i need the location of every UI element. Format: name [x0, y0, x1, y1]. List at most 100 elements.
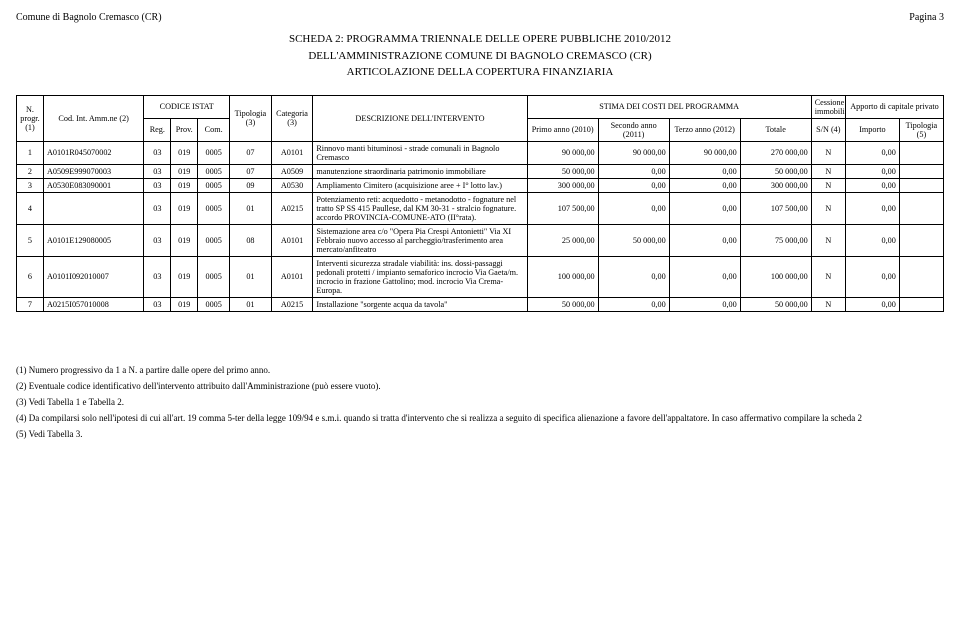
cell-cod: [43, 192, 143, 224]
cell-reg: 03: [144, 192, 171, 224]
footnote-2: (2) Eventuale codice identificativo dell…: [16, 378, 944, 394]
th-totale: Totale: [740, 118, 811, 141]
cell-2012: 90 000,00: [669, 141, 740, 164]
cell-n: 3: [17, 178, 44, 192]
title-line3: ARTICOLAZIONE DELLA COPERTURA FINANZIARI…: [16, 64, 944, 81]
table-row: 3A0530E08309000103019000509A0530Ampliame…: [17, 178, 944, 192]
cell-2011: 0,00: [598, 192, 669, 224]
cell-tip: 07: [230, 141, 272, 164]
cell-reg: 03: [144, 164, 171, 178]
cell-desc: Ampliamento Cimitero (acquisizione aree …: [313, 178, 527, 192]
table-row: 5A0101E12908000503019000508A0101Sistemaz…: [17, 224, 944, 256]
cell-com: 0005: [198, 256, 230, 297]
cell-2012: 0,00: [669, 164, 740, 178]
cell-tip: 01: [230, 256, 272, 297]
cell-cat: A0215: [271, 297, 313, 311]
cell-tip5: [899, 164, 943, 178]
table-body: 1A0101R04507000203019000507A0101Rinnovo …: [17, 141, 944, 311]
cell-desc: Interventi sicurezza stradale viabilità:…: [313, 256, 527, 297]
cell-2012: 0,00: [669, 192, 740, 224]
cell-reg: 03: [144, 297, 171, 311]
main-table: N. progr. (1) Cod. Int. Amm.ne (2) CODIC…: [16, 95, 944, 312]
cell-sn: N: [811, 297, 845, 311]
cell-cat: A0101: [271, 224, 313, 256]
cell-tip5: [899, 192, 943, 224]
table-row: 1A0101R04507000203019000507A0101Rinnovo …: [17, 141, 944, 164]
cell-tip5: [899, 297, 943, 311]
cell-n: 2: [17, 164, 44, 178]
th-sn: S/N (4): [811, 118, 845, 141]
cell-2011: 90 000,00: [598, 141, 669, 164]
cell-importo: 0,00: [845, 224, 899, 256]
cell-cat: A0215: [271, 192, 313, 224]
cell-cat: A0530: [271, 178, 313, 192]
cell-cod: A0101I092010007: [43, 256, 143, 297]
cell-totale: 270 000,00: [740, 141, 811, 164]
cell-prov: 019: [171, 178, 198, 192]
cell-importo: 0,00: [845, 256, 899, 297]
th-terzo: Terzo anno (2012): [669, 118, 740, 141]
cell-n: 4: [17, 192, 44, 224]
footnote-1: (1) Numero progressivo da 1 a N. a parti…: [16, 362, 944, 378]
title-block: SCHEDA 2: PROGRAMMA TRIENNALE DELLE OPER…: [16, 31, 944, 81]
cell-2010: 300 000,00: [527, 178, 598, 192]
cell-totale: 50 000,00: [740, 297, 811, 311]
th-tipologia5: Tipologia (5): [899, 118, 943, 141]
cell-2012: 0,00: [669, 224, 740, 256]
cell-com: 0005: [198, 141, 230, 164]
cell-com: 0005: [198, 297, 230, 311]
cell-importo: 0,00: [845, 164, 899, 178]
footnote-3: (3) Vedi Tabella 1 e Tabella 2.: [16, 394, 944, 410]
cell-cod: A0101R045070002: [43, 141, 143, 164]
cell-2011: 0,00: [598, 256, 669, 297]
cell-tip: 01: [230, 297, 272, 311]
cell-reg: 03: [144, 141, 171, 164]
th-com: Com.: [198, 118, 230, 141]
header-right: Pagina 3: [909, 12, 944, 23]
table-row: 7A0215I05701000803019000501A0215Installa…: [17, 297, 944, 311]
footnote-4: (4) Da compilarsi solo nell'ipotesi di c…: [16, 410, 944, 426]
cell-totale: 50 000,00: [740, 164, 811, 178]
cell-cat: A0101: [271, 256, 313, 297]
cell-desc: Rinnovo manti bituminosi - strade comuna…: [313, 141, 527, 164]
page-header: Comune di Bagnolo Cremasco (CR) Pagina 3: [16, 12, 944, 23]
cell-tip5: [899, 178, 943, 192]
cell-n: 1: [17, 141, 44, 164]
cell-sn: N: [811, 141, 845, 164]
cell-sn: N: [811, 256, 845, 297]
cell-2010: 90 000,00: [527, 141, 598, 164]
title-line2: DELL'AMMINISTRAZIONE COMUNE DI BAGNOLO C…: [16, 48, 944, 65]
cell-2010: 107 500,00: [527, 192, 598, 224]
cell-importo: 0,00: [845, 192, 899, 224]
th-n-progr: N. progr. (1): [17, 95, 44, 141]
cell-importo: 0,00: [845, 178, 899, 192]
th-primo: Primo anno (2010): [527, 118, 598, 141]
table-row: 2A0509E99907000303019000507A0509manutenz…: [17, 164, 944, 178]
cell-prov: 019: [171, 256, 198, 297]
cell-cat: A0101: [271, 141, 313, 164]
cell-cat: A0509: [271, 164, 313, 178]
cell-2012: 0,00: [669, 178, 740, 192]
cell-importo: 0,00: [845, 297, 899, 311]
cell-desc: Installazione "sorgente acqua da tavola": [313, 297, 527, 311]
header-left: Comune di Bagnolo Cremasco (CR): [16, 12, 162, 23]
cell-totale: 100 000,00: [740, 256, 811, 297]
cell-2011: 50 000,00: [598, 224, 669, 256]
cell-totale: 107 500,00: [740, 192, 811, 224]
footnote-5: (5) Vedi Tabella 3.: [16, 426, 944, 442]
cell-com: 0005: [198, 224, 230, 256]
th-cessione: Cessione immobili: [811, 95, 845, 118]
cell-prov: 019: [171, 141, 198, 164]
cell-cod: A0530E083090001: [43, 178, 143, 192]
cell-tip: 08: [230, 224, 272, 256]
cell-totale: 75 000,00: [740, 224, 811, 256]
cell-importo: 0,00: [845, 141, 899, 164]
cell-sn: N: [811, 192, 845, 224]
cell-2010: 50 000,00: [527, 164, 598, 178]
cell-com: 0005: [198, 192, 230, 224]
cell-reg: 03: [144, 256, 171, 297]
th-codice-istat: CODICE ISTAT: [144, 95, 230, 118]
cell-tip: 07: [230, 164, 272, 178]
th-categoria3: Categoria (3): [271, 95, 313, 141]
title-line1: SCHEDA 2: PROGRAMMA TRIENNALE DELLE OPER…: [16, 31, 944, 48]
